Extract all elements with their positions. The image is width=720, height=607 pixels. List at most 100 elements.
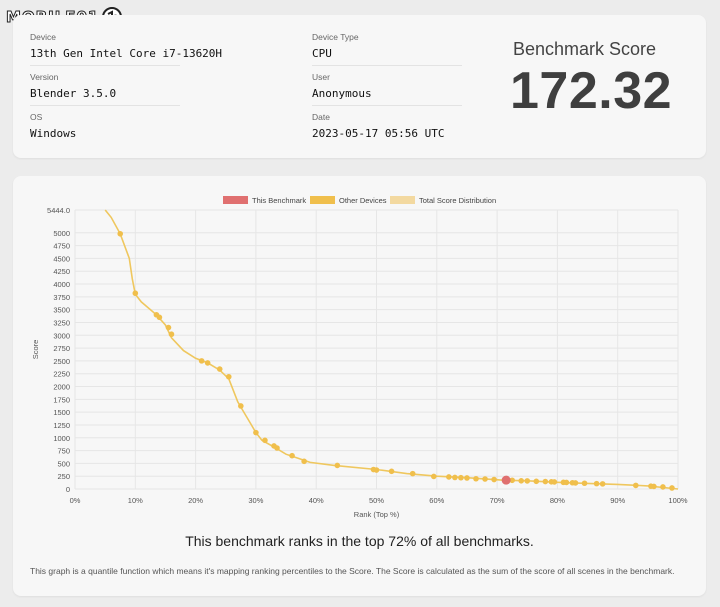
y-tick-label: 0: [66, 485, 70, 494]
x-tick-label: 30%: [248, 496, 263, 505]
score-title: Benchmark Score: [513, 39, 657, 59]
point-other-device: [632, 482, 639, 489]
point-other-device: [518, 478, 525, 484]
version-value: Blender 3.5.0: [30, 87, 117, 100]
x-tick-label: 60%: [429, 496, 444, 505]
y-tick-label: 1750: [53, 395, 70, 404]
y-tick-label: 4500: [53, 254, 70, 263]
x-tick-label: 10%: [128, 496, 143, 505]
y-axis-title: Score: [31, 340, 40, 360]
point-other-device: [225, 373, 232, 380]
point-other-device: [563, 479, 570, 486]
point-this-benchmark: [501, 475, 511, 485]
point-other-device: [542, 478, 549, 485]
point-other-device: [262, 437, 268, 444]
chart-note: This graph is a quantile function which …: [30, 566, 675, 576]
point-other-device: [168, 331, 175, 338]
device-label: Device: [30, 32, 56, 42]
device-info-card: Device 13th Gen Intel Core i7-13620H Ver…: [13, 15, 706, 158]
legend-label: This Benchmark: [252, 196, 306, 205]
x-tick-label: 90%: [610, 496, 625, 505]
version-field: Version Blender 3.5.0: [30, 72, 180, 100]
y-tick-label: 500: [57, 459, 70, 468]
device-value: 13th Gen Intel Core i7-13620H: [30, 47, 223, 60]
legend-swatch: [223, 196, 248, 204]
point-other-device: [669, 485, 675, 491]
point-other-device: [334, 462, 341, 469]
point-other-device: [473, 475, 479, 482]
os-value: Windows: [30, 127, 77, 140]
point-other-device: [446, 474, 452, 480]
user-value: Anonymous: [312, 87, 372, 100]
device-type-label: Device Type: [312, 32, 359, 42]
y-tick-label: 1000: [53, 434, 70, 443]
legend-label: Other Devices: [339, 196, 387, 205]
point-other-device: [509, 477, 515, 484]
score-value: 172.32: [510, 62, 673, 120]
y-tick-label: 2750: [53, 344, 70, 353]
user-label: User: [312, 72, 330, 82]
point-other-device: [551, 479, 558, 485]
point-other-device: [533, 478, 540, 485]
date-label: Date: [312, 112, 330, 122]
device-type-value: CPU: [312, 47, 332, 60]
point-other-device: [452, 474, 458, 481]
point-other-device: [132, 290, 139, 297]
y-tick-label: 2000: [53, 383, 70, 392]
y-tick-label: 4750: [53, 242, 70, 251]
y-tick-label: 4250: [53, 267, 70, 276]
x-tick-label: 40%: [309, 496, 324, 505]
point-other-device: [491, 476, 497, 483]
point-other-device: [660, 484, 666, 490]
legend-swatch: [310, 196, 335, 204]
point-other-device: [593, 480, 600, 487]
y-tick-label: 750: [57, 447, 70, 456]
user-field: User Anonymous: [312, 72, 462, 100]
point-other-device: [117, 230, 124, 237]
divider: [312, 105, 462, 106]
date-field: Date 2023-05-17 05:56 UTC: [312, 112, 462, 140]
point-other-device: [156, 314, 163, 321]
legend-label: Total Score Distribution: [419, 196, 496, 205]
os-label: OS: [30, 112, 43, 122]
point-other-device: [409, 470, 416, 477]
point-other-device: [274, 445, 280, 451]
y-tick-label: 3250: [53, 318, 70, 327]
point-other-device: [464, 475, 470, 481]
point-other-device: [198, 358, 205, 364]
x-tick-label: 20%: [188, 496, 203, 505]
device-field: Device 13th Gen Intel Core i7-13620H: [30, 32, 223, 60]
point-other-device: [301, 458, 307, 465]
point-other-device: [651, 483, 657, 490]
x-axis-title: Rank (Top %): [354, 510, 400, 519]
point-other-device: [238, 403, 244, 409]
y-tick-label: 5444.0: [47, 206, 70, 215]
x-tick-label: 50%: [369, 496, 384, 505]
y-tick-label: 3750: [53, 293, 70, 302]
y-tick-label: 250: [57, 472, 70, 481]
y-tick-label: 2250: [53, 370, 70, 379]
os-field: OS Windows: [30, 112, 180, 140]
legend-swatch: [390, 196, 415, 204]
x-tick-label: 100%: [668, 496, 688, 505]
y-tick-label: 1250: [53, 421, 70, 430]
point-other-device: [165, 324, 172, 331]
chart-card: 0 250 500 750 1000 1250 1500 1750 2000 2250 2500 27…: [13, 176, 706, 596]
y-tick-label: 3500: [53, 306, 70, 315]
divider: [30, 105, 180, 106]
quantile-chart: 0 250 500 750 1000 1250 1500 1750 2000 2250 2500 27…: [31, 196, 688, 519]
version-label: Version: [30, 72, 59, 82]
rank-summary: This benchmark ranks in the top 72% of a…: [185, 533, 534, 549]
x-tick-label: 0%: [70, 496, 81, 505]
y-tick-label: 4000: [53, 280, 70, 289]
point-other-device: [572, 480, 579, 486]
point-other-device: [581, 480, 588, 487]
y-tick-label: 5000: [53, 229, 70, 238]
point-other-device: [253, 429, 259, 436]
point-other-device: [289, 452, 295, 459]
point-other-device: [482, 476, 488, 482]
y-tick-label: 2500: [53, 357, 70, 366]
point-other-device: [524, 478, 531, 484]
point-other-device: [458, 474, 464, 481]
y-tick-label: 1500: [53, 408, 70, 417]
